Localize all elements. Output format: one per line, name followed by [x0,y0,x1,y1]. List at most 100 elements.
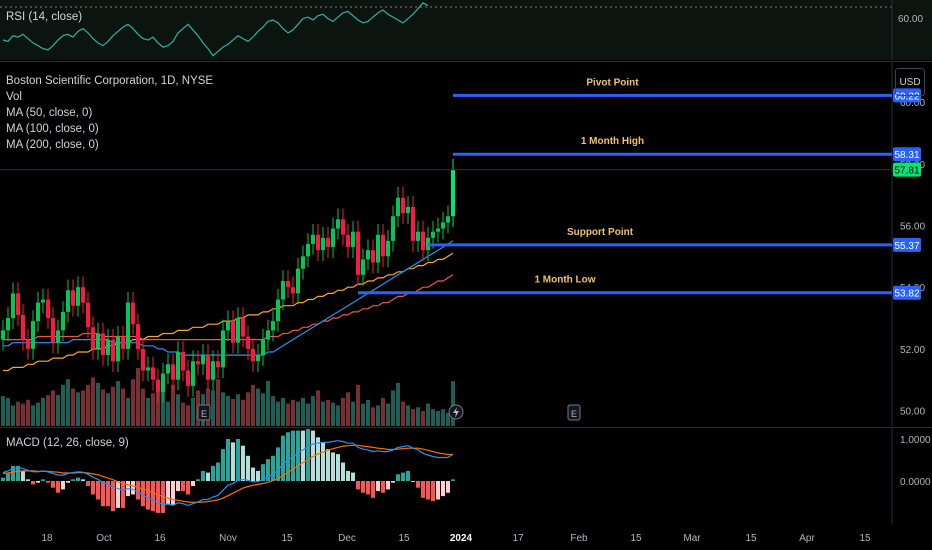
volume-bar [401,401,405,426]
candle-body [126,302,130,349]
macd-histogram-bar [351,472,355,481]
lightning-icon-glyph [453,407,459,418]
macd-pane[interactable]: 1.0000 0.0000 MACD (12, 26, close, 9) [0,428,932,524]
volume-bar [296,401,300,426]
rsi-legend[interactable]: RSI (14, close) [6,11,83,23]
macd-legend[interactable]: MACD (12, 26, close, 9) [6,437,129,449]
volume-bar [71,388,75,426]
volume-bar [131,379,135,426]
volume-bar [61,384,65,426]
macd-histogram-bar [401,472,405,481]
volume-bar [436,411,440,426]
candle-body [221,330,225,368]
macd-chart: 1.0000 0.0000 [1,428,931,524]
volume-bar [231,398,235,426]
candle-body [251,348,255,362]
legend: Boston Scientific Corporation, 1D, NYSE … [6,73,213,153]
candle-body [391,216,395,241]
volume-bar [261,393,265,426]
candle-body [156,379,160,393]
candle-body [336,219,340,229]
volume-bar [1,396,5,426]
candle-body [16,293,20,315]
volume-bar [441,409,445,426]
candle-body [446,216,450,223]
macd-histogram-bar [26,479,30,481]
candle-body [146,367,150,371]
ma200-legend[interactable]: MA (200, close, 0) [6,139,99,151]
volume-bar [106,393,110,426]
chart-title[interactable]: Boston Scientific Corporation, 1D, NYSE [6,75,214,87]
price-pane[interactable]: Pivot Point 1 Month High Support Point 1 Mo… [0,62,932,426]
last-price-tag [893,162,921,177]
volume-bar [31,405,35,426]
macd-histogram-bar [46,481,50,483]
volume-bar [156,386,160,426]
macd-histogram-bar [61,481,65,490]
candle-body [331,228,335,248]
candle-body [51,318,55,343]
rsi-pane[interactable]: RSI (14, close) 60.00 [0,0,932,60]
macd-histogram-bar [276,447,280,481]
candle-body [311,234,315,244]
macd-histogram-bar [296,430,300,481]
macd-histogram-bar [216,462,220,481]
candle-body [261,339,265,356]
candle-body [401,197,405,214]
candle-body [236,318,240,343]
volume-bar [226,396,230,426]
macd-histogram-bar [256,470,260,481]
earnings-marker [197,404,211,421]
candle-body [206,355,210,380]
volume-bar [251,384,255,426]
macd-histogram-bar [341,462,345,481]
earnings-marker [567,404,581,421]
level-price-tag [893,237,921,252]
macd-histogram-bar [71,479,75,481]
candle-body [71,290,75,306]
currency-button[interactable]: USD [895,68,925,96]
candle-body [286,281,290,288]
candle-body [351,231,355,248]
candle-body [191,361,195,386]
macd-histogram-bar [36,481,40,483]
candle-body [341,219,345,235]
level-price-label: 58.31 [894,150,919,161]
macd-histogram-bar [441,481,445,497]
candle-body [451,169,455,217]
time-axis[interactable]: 18 Oct 16 Nov 15 Dec 15 2024 17 Feb 15 Mar 15 Apr 15 [0,526,932,550]
macd-histogram-bar [236,439,240,481]
candle-body [266,330,270,340]
level-price-tag [893,147,921,162]
ma100-legend[interactable]: MA (100, close, 0) [6,123,99,135]
volume-bar [286,403,290,426]
macd-histogram-bar [291,430,295,481]
macd-histogram-bar [411,481,415,482]
level-label: 1 Month Low [534,275,595,286]
macd-histogram-bar [251,467,255,481]
time-tick: Apr [799,533,815,544]
candle-body [281,281,285,300]
volume-bar [116,381,120,426]
macd-histogram-bar [246,455,250,481]
candle-body [111,339,115,362]
vol-legend[interactable]: Vol [6,91,22,103]
pane-separator[interactable] [0,61,932,62]
candle-body [36,302,40,322]
macd-histogram-bar [231,442,235,481]
macd-histogram-bar [326,449,330,481]
volume-bar [21,403,25,426]
price-chart: Pivot Point 1 Month High Support Point 1 Mo… [0,62,925,426]
pane-separator[interactable] [0,427,932,428]
candle-body [276,299,280,322]
candle-body [241,318,245,337]
ma50-legend[interactable]: MA (50, close, 0) [6,107,93,119]
volume-bar [141,388,145,426]
macd-histogram-bar [76,477,80,481]
time-tick: 15 [630,533,642,544]
candle-body [421,231,425,251]
macd-histogram-bar [366,481,370,495]
volume-bar [146,397,150,426]
macd-histogram-bar [66,481,70,483]
candle-body [26,339,30,349]
